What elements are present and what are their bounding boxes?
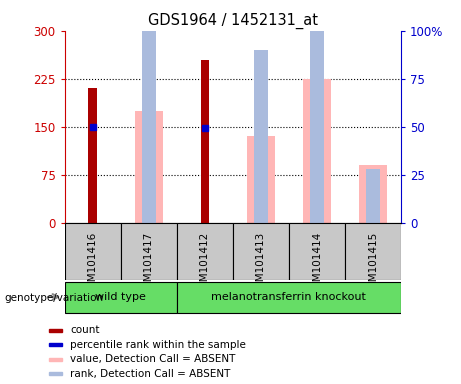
- FancyBboxPatch shape: [121, 223, 177, 280]
- Text: percentile rank within the sample: percentile rank within the sample: [70, 340, 246, 350]
- Bar: [201, 60, 209, 223]
- Bar: [366, 169, 380, 223]
- Text: genotype/variation: genotype/variation: [5, 293, 104, 303]
- Text: GSM101414: GSM101414: [312, 231, 322, 295]
- Text: GSM101416: GSM101416: [88, 231, 98, 295]
- FancyBboxPatch shape: [177, 282, 401, 313]
- Text: GSM101417: GSM101417: [144, 231, 154, 295]
- Bar: [310, 0, 324, 223]
- FancyBboxPatch shape: [65, 223, 121, 280]
- Bar: [135, 111, 163, 223]
- Bar: [303, 79, 331, 223]
- Text: rank, Detection Call = ABSENT: rank, Detection Call = ABSENT: [70, 369, 230, 379]
- FancyBboxPatch shape: [65, 282, 177, 313]
- Bar: [49, 358, 62, 361]
- Bar: [254, 50, 268, 223]
- Bar: [359, 165, 387, 223]
- Bar: [142, 0, 156, 223]
- Bar: [247, 136, 275, 223]
- FancyBboxPatch shape: [289, 223, 345, 280]
- Text: GSM101413: GSM101413: [256, 231, 266, 295]
- Bar: [89, 88, 97, 223]
- Text: wild type: wild type: [95, 292, 146, 302]
- Text: value, Detection Call = ABSENT: value, Detection Call = ABSENT: [70, 354, 236, 364]
- Text: GSM101412: GSM101412: [200, 231, 210, 295]
- Bar: [49, 372, 62, 375]
- FancyBboxPatch shape: [345, 223, 401, 280]
- Bar: [49, 343, 62, 346]
- Text: count: count: [70, 326, 100, 336]
- Title: GDS1964 / 1452131_at: GDS1964 / 1452131_at: [148, 13, 318, 29]
- Bar: [49, 329, 62, 332]
- FancyBboxPatch shape: [233, 223, 289, 280]
- Text: melanotransferrin knockout: melanotransferrin knockout: [212, 292, 366, 302]
- Text: GSM101415: GSM101415: [368, 231, 378, 295]
- FancyBboxPatch shape: [177, 223, 233, 280]
